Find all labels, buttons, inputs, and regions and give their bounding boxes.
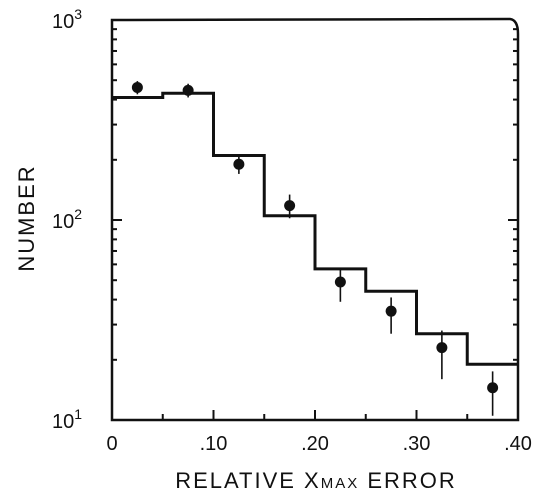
data-point: [487, 382, 499, 394]
data-point: [284, 200, 296, 212]
x-tick-label: .40: [504, 433, 532, 455]
histogram-step-line: [112, 91, 518, 366]
y-tick-label: 103: [52, 6, 82, 33]
x-tick-labels: 0 .10 .20 .30 .40: [106, 433, 531, 455]
data-point: [334, 276, 346, 288]
x-ticks: [111, 410, 519, 420]
x-tick-label: .10: [200, 433, 228, 455]
data-points: [131, 81, 499, 416]
x-tick-label: .20: [301, 433, 329, 455]
x-axis-title: RELATIVE XMAX ERROR: [175, 468, 457, 493]
data-point: [182, 84, 194, 96]
histogram: [112, 91, 518, 366]
x-tick-label: 0: [106, 433, 117, 455]
plot-border: [110, 17, 520, 422]
y-tick-label: 101: [52, 406, 82, 433]
data-point: [233, 158, 245, 170]
y-axis-title: NUMBER: [14, 164, 39, 271]
plot-frame: [110, 17, 520, 422]
y-tick-labels: 101 102 103: [52, 6, 82, 433]
x-tick-label: .30: [403, 433, 431, 455]
data-point: [436, 342, 448, 354]
data-point: [131, 81, 143, 93]
y-ticks: [112, 28, 518, 361]
y-tick-label: 102: [52, 206, 82, 233]
data-point: [385, 305, 397, 317]
